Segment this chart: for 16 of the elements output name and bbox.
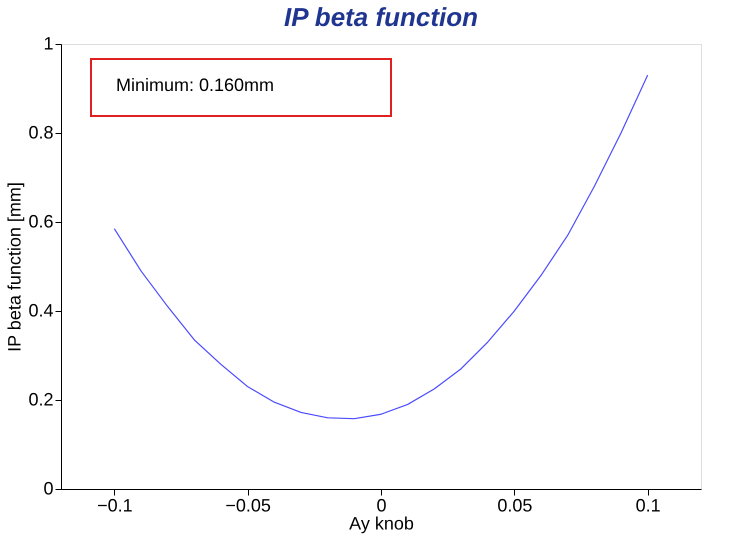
- x-tick-label: 0.05: [497, 496, 532, 516]
- y-tick-label: 0.8: [28, 122, 54, 142]
- y-tick-label: 1: [43, 34, 54, 54]
- y-tick-label: 0.2: [28, 390, 54, 410]
- line-series: [114, 74, 648, 420]
- chart-title: IP beta function: [284, 2, 478, 32]
- annotation: Minimum: 0.160mm: [116, 75, 274, 95]
- y-tick-label: 0.6: [28, 212, 54, 232]
- x-tick-label: −0.1: [97, 496, 133, 516]
- x-tick-label: 0.1: [636, 496, 661, 516]
- x-tick-label: −0.05: [225, 496, 271, 516]
- y-tick-label: 0: [43, 478, 54, 498]
- y-axis-title: IP beta function [mm]: [4, 182, 24, 352]
- x-tick-label: 0: [376, 496, 387, 516]
- y-tick-label: 0.4: [28, 300, 54, 320]
- x-axis-title: Ay knob: [349, 514, 414, 534]
